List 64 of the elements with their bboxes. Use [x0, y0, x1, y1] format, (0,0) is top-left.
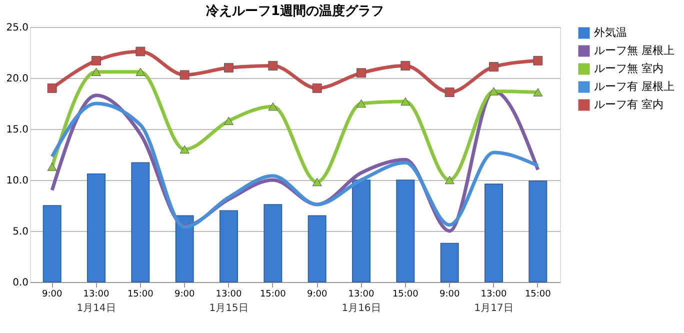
bar [352, 180, 370, 282]
bar [396, 180, 415, 282]
point [312, 178, 322, 186]
x-tick-label: 13:00 [480, 290, 507, 300]
bar [484, 184, 503, 282]
point [444, 88, 454, 97]
point [489, 62, 498, 72]
text: 1月16日 [342, 303, 381, 314]
bar [440, 242, 459, 282]
x-tick-label: 9:00 [439, 290, 460, 300]
point [224, 63, 234, 73]
legend-label: ルーフ有 屋根上 [594, 80, 674, 93]
bar [175, 215, 194, 282]
x-tick-label: 15:00 [127, 290, 154, 300]
text: 1月15日 [209, 303, 248, 314]
x-tick-label: 9:00 [42, 290, 62, 300]
point [533, 56, 543, 66]
legend-label: ルーフ有 室内 [594, 98, 664, 111]
x-tick-label: 9:00 [306, 290, 328, 300]
legend-label: ルーフ無 室内 [594, 62, 664, 75]
point [224, 116, 234, 125]
x-tick-label: 15:00 [260, 290, 286, 300]
point [489, 87, 498, 96]
y-tick-label: 20.0 [6, 74, 28, 84]
point [356, 99, 366, 108]
x-tick-label: 13:00 [83, 290, 110, 300]
point [533, 88, 543, 96]
y-tick-label: 25.0 [6, 22, 28, 34]
point [400, 61, 410, 70]
x-tick-label: 15:00 [524, 290, 552, 300]
point [92, 56, 101, 66]
point [47, 83, 57, 93]
point [268, 102, 278, 111]
y-tick-label: 10.0 [6, 176, 28, 186]
point [180, 145, 190, 154]
bar [308, 215, 326, 282]
x-tick-label: 13:00 [216, 290, 242, 300]
y-tick-label: 5.0 [12, 226, 28, 238]
bar [42, 205, 62, 282]
bar [528, 180, 548, 282]
y-tick-label: 0.0 [12, 278, 28, 288]
point [136, 68, 146, 76]
point [92, 68, 101, 76]
point [180, 70, 190, 80]
text: 1月17日 [474, 303, 514, 314]
x-tick-label: 13:00 [348, 290, 374, 300]
bar [220, 210, 238, 282]
x-tick-label: 9:00 [174, 290, 195, 300]
text: 1月14日 [76, 303, 116, 314]
legend-label: ルーフ無 屋根上 [594, 44, 674, 57]
legend-label: 外気温 [594, 26, 627, 39]
point [136, 46, 146, 56]
point [400, 97, 410, 106]
y-tick-label: 15.0 [6, 124, 28, 136]
x-tick-label: 15:00 [392, 290, 419, 300]
point [312, 83, 322, 93]
bar [264, 204, 282, 282]
point [47, 162, 57, 171]
bar [131, 162, 150, 282]
chart-title: 冷えルーフ1週間の温度グラフ [206, 3, 384, 19]
bar [87, 173, 106, 282]
point [268, 61, 278, 70]
point [356, 68, 366, 78]
point [444, 176, 454, 184]
